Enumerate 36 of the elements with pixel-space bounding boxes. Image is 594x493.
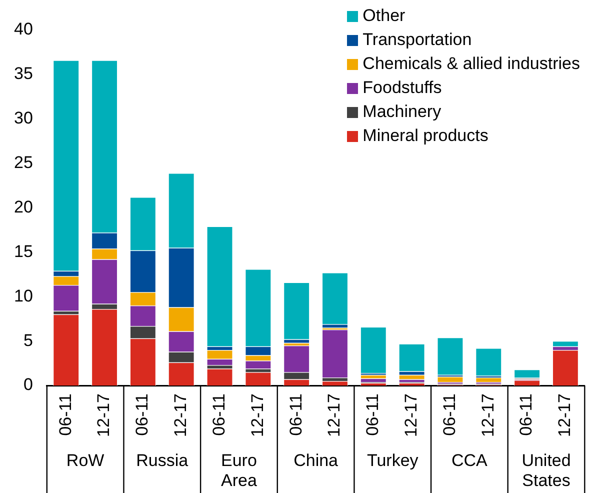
x-tick-label: 12-17 xyxy=(402,394,420,438)
y-tick-label: 0 xyxy=(23,375,33,394)
text: China xyxy=(294,451,339,470)
y-tick-label: 15 xyxy=(14,242,33,261)
legend-label: Machinery xyxy=(362,101,442,123)
y-tick-label: 30 xyxy=(14,108,33,128)
legend-label: Other xyxy=(362,5,406,27)
x-tick-label: 06-11 xyxy=(363,394,382,436)
y-tick-label: 40 xyxy=(14,20,33,39)
x-tick-label: 06-11 xyxy=(440,394,459,436)
legend-label: Chemicals & allied industries xyxy=(362,53,580,75)
legend-label: Foodstuffs xyxy=(362,77,442,99)
text: Euro Area xyxy=(221,451,258,490)
legend-label: Transportation xyxy=(362,29,472,51)
x-tick-label: 06-11 xyxy=(286,394,306,436)
x-tick-label: 12-17 xyxy=(94,394,114,438)
x-tick-label: 12-17 xyxy=(324,394,344,438)
text: Turkey xyxy=(366,451,419,470)
legend-label: Mineral products xyxy=(362,125,488,147)
text: RoW xyxy=(66,451,104,470)
x-tick-label: 06-11 xyxy=(132,394,152,436)
y-tick-label: 35 xyxy=(14,64,33,84)
text: United States xyxy=(522,451,571,490)
y-tick-label: 20 xyxy=(14,197,33,216)
x-tick-label: 06-11 xyxy=(56,394,75,436)
x-tick-label: 12-17 xyxy=(555,394,574,438)
x-tick-label: 06-11 xyxy=(516,394,536,436)
x-tick-label: 06-11 xyxy=(209,394,228,436)
text: CCA xyxy=(451,451,488,470)
x-tick-label: 12-17 xyxy=(248,394,267,438)
y-tick-label: 25 xyxy=(14,153,33,172)
y-tick-label: 5 xyxy=(23,330,33,350)
x-tick-label: 12-17 xyxy=(171,394,190,438)
y-tick-label: 10 xyxy=(14,286,33,306)
x-tick-label: 12-17 xyxy=(478,394,498,438)
text: Russia xyxy=(136,451,189,470)
